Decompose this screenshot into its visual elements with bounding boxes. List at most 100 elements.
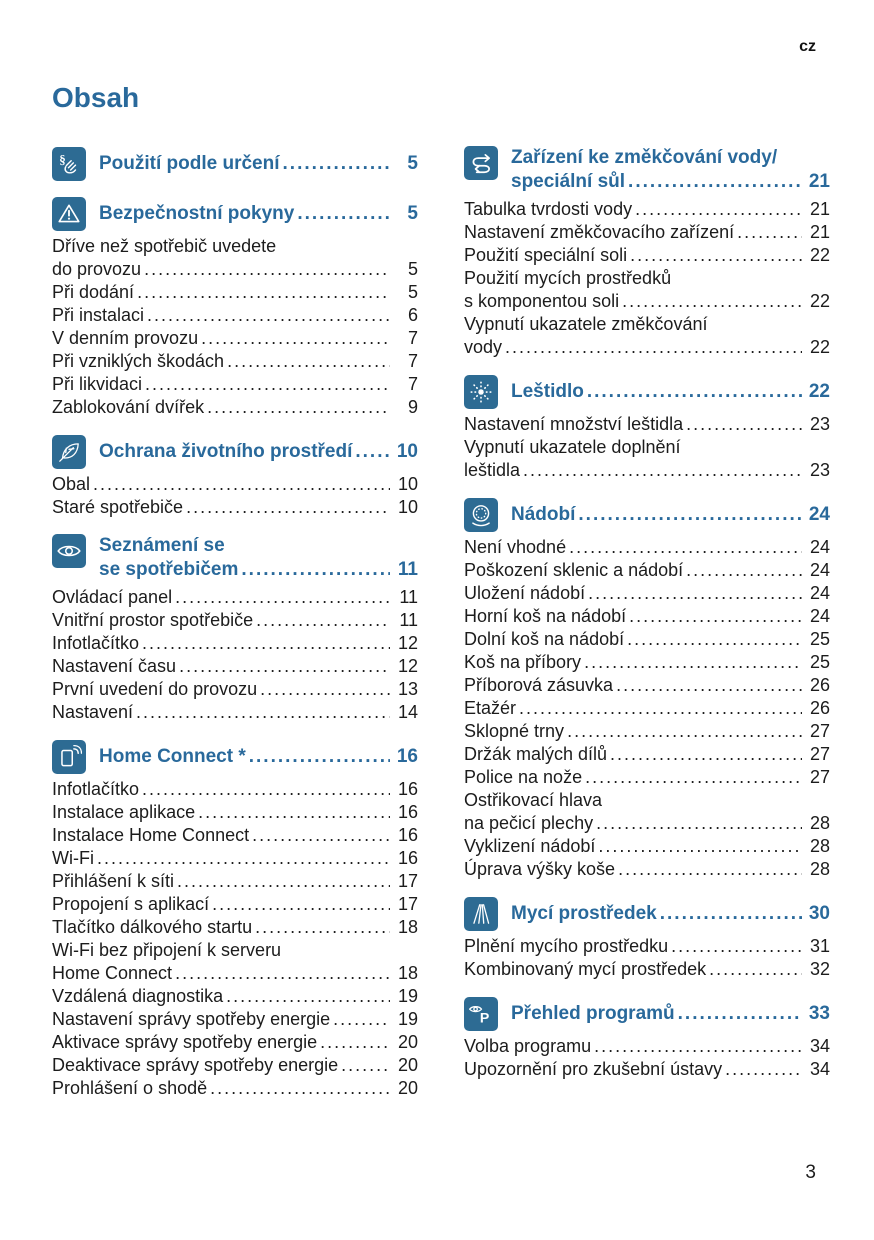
- toc-entry: Obal 10: [52, 473, 418, 496]
- dot-leader: [207, 1077, 390, 1100]
- dot-leader: [595, 835, 802, 858]
- toc-entry-page-ref: 19: [397, 986, 418, 1006]
- section-page-ref: 5: [407, 202, 418, 224]
- toc-entry-label: leštidla: [464, 460, 521, 480]
- toc-entry: Vnitřní prostor spotřebiče 11: [52, 609, 418, 632]
- section-title: speciální sůl: [511, 171, 626, 192]
- toc-entry-page-ref: 17: [397, 894, 418, 914]
- toc-entry-row: Nastavení správy spotřeby energie 19: [52, 1008, 418, 1031]
- toc-entry: Tabulka tvrdosti vody 21: [464, 198, 830, 221]
- toc-entry-page-ref: 20: [397, 1055, 418, 1075]
- toc-entry-row: Infotlačítko 12: [52, 632, 418, 655]
- toc-entry: Příborová zásuvka 26: [464, 674, 830, 697]
- toc-entry-row: Police na nože 27: [464, 766, 830, 789]
- section-page-ref: 22: [808, 380, 830, 402]
- toc-entry: Dolní koš na nádobí 25: [464, 628, 830, 651]
- toc-entry-label: Při instalaci: [52, 305, 145, 325]
- dot-leader: [172, 962, 390, 985]
- toc-entry-row: Při likvidaci 7: [52, 373, 418, 396]
- section-title-row: Přehled programů 33: [511, 1002, 830, 1026]
- toc-entry-page-ref: 24: [809, 606, 830, 626]
- toc-section-heading: P Přehled programů 33: [464, 996, 830, 1031]
- toc-entry-page-ref: 12: [397, 656, 418, 676]
- toc-entry: Držák malých dílů 27: [464, 743, 830, 766]
- section-title: Mycí prostředek: [511, 902, 657, 924]
- toc-entry-page-ref: 11: [399, 587, 418, 607]
- toc-entry: Nastavení času 12: [52, 655, 418, 678]
- toc-entry: Wi-Fi bez připojení k serveru Home Connec…: [52, 939, 418, 985]
- toc-entry-row: Nastavení změkčovacího zařízení 21: [464, 221, 830, 244]
- toc-entry-page-ref: 22: [809, 337, 830, 357]
- dot-leader: [624, 628, 802, 651]
- dot-leader: [613, 674, 802, 697]
- toc-entry-row: Vzdálená diagnostika 19: [52, 985, 418, 1008]
- toc-entry-row: Plnění mycího prostředku 31: [464, 935, 830, 958]
- section-title-row: Mycí prostředek 30: [511, 902, 830, 926]
- toc-entry: Uložení nádobí 24: [464, 582, 830, 605]
- toc-entry: Infotlačítko 16: [52, 778, 418, 801]
- toc-entry-label: Nastavení množství leštidla: [464, 414, 684, 434]
- toc-entry-page-ref: 10: [397, 497, 418, 517]
- toc-entry-label: Deaktivace správy spotřeby energie: [52, 1055, 339, 1075]
- toc-entry: Ovládací panel 11: [52, 586, 418, 609]
- toc-entry-label: Plnění mycího prostředku: [464, 936, 669, 956]
- dot-leader: [734, 221, 802, 244]
- dot-leader: [257, 678, 390, 701]
- toc-entry-label: Etažér: [464, 698, 517, 718]
- toc-entry-label: Nastavení změkčovacího zařízení: [464, 222, 735, 242]
- section-title-row: Ochrana životního prostředí 10: [99, 440, 418, 464]
- dot-leader: [516, 697, 802, 720]
- toc-entry: Při vzniklých škodách 7: [52, 350, 418, 373]
- toc-entry-page-ref: 20: [397, 1078, 418, 1098]
- eye-icon: [52, 534, 86, 568]
- s-arrows-icon: [464, 146, 498, 180]
- toc-entry: Přihlášení k síti 17: [52, 870, 418, 893]
- toc-entry: Propojení s aplikací 17: [52, 893, 418, 916]
- section-title-row: se spotřebičem 11: [99, 558, 418, 582]
- toc-entry-label: Vnitřní prostor spotřebiče: [52, 610, 254, 630]
- toc-entry-page-ref: 7: [407, 351, 418, 371]
- toc-entry-page-ref: 7: [407, 328, 418, 348]
- toc-entry: Vyklizení nádobí 28: [464, 835, 830, 858]
- toc-entry-page-ref: 5: [407, 259, 418, 279]
- dot-leader: [626, 605, 802, 628]
- dot-leader: [657, 902, 802, 926]
- dot-leader: [584, 380, 802, 404]
- toc-entry-row: Uložení nádobí 24: [464, 582, 830, 605]
- toc-entry-label: Přihlášení k síti: [52, 871, 175, 891]
- toc-entry: Při likvidaci 7: [52, 373, 418, 396]
- toc-entry-row: na pečicí plechy 28: [464, 812, 830, 835]
- toc-entry-row: Poškození sklenic a nádobí 24: [464, 559, 830, 582]
- dot-leader: [564, 720, 802, 743]
- toc-entry-row: Infotlačítko 16: [52, 778, 418, 801]
- dot-leader: [566, 536, 802, 559]
- toc-entry-page-ref: 26: [809, 698, 830, 718]
- section-title: Nádobí: [511, 503, 576, 525]
- toc-entry-label: Instalace aplikace: [52, 802, 196, 822]
- toc-entry-label: vody: [464, 337, 503, 357]
- toc-entry: Infotlačítko 12: [52, 632, 418, 655]
- dot-leader: [176, 655, 390, 678]
- toc-entry-page-ref: 18: [397, 963, 418, 983]
- section-title: Použití podle určení: [99, 152, 280, 174]
- dot-leader: [142, 373, 390, 396]
- toc-entry: Při dodání 5: [52, 281, 418, 304]
- toc-entry: Není vhodné 24: [464, 536, 830, 559]
- toc-entry-page-ref: 24: [809, 537, 830, 557]
- toc-entry-page-ref: 16: [397, 802, 418, 822]
- dot-leader: [139, 632, 390, 655]
- dot-leader: [252, 916, 390, 939]
- section-title: Bezpečnostní pokyny: [99, 202, 295, 224]
- section-title-line: Seznámení se: [99, 535, 225, 556]
- dot-leader: [352, 440, 390, 464]
- spray-icon: [464, 896, 498, 931]
- toc-entry-row: Kombinovaný mycí prostředek 32: [464, 958, 830, 981]
- dot-leader: [706, 958, 802, 981]
- toc-section: Mycí prostředek 30 Plnění mycího prostředk…: [464, 896, 830, 981]
- toc-entry-page-ref: 7: [407, 374, 418, 394]
- toc-entry-row: Tlačítko dálkového startu 18: [52, 916, 418, 939]
- toc-entry-page-ref: 21: [809, 199, 830, 219]
- toc-entry-row: Etažér 26: [464, 697, 830, 720]
- page-title: Obsah: [52, 82, 140, 113]
- toc-column-right: Zařízení ke změkčování vody/speciální sů…: [464, 146, 830, 1096]
